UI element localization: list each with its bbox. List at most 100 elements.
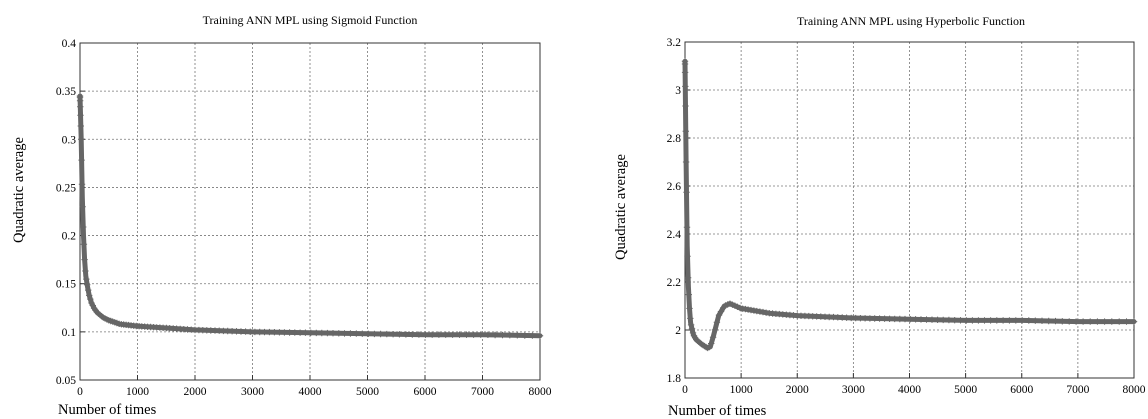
plus-marker (491, 331, 499, 339)
plus-marker (1052, 317, 1059, 325)
x-tick-label: 5000 (954, 384, 977, 396)
y-tick-label: 2.6 (667, 181, 682, 193)
plus-marker (77, 103, 84, 110)
plus-marker (683, 224, 691, 231)
plus-marker (80, 223, 87, 231)
x-tick-label: 3000 (241, 386, 264, 398)
plus-marker (84, 281, 91, 288)
x-tick-label: 0 (682, 384, 688, 396)
plus-marker (499, 331, 506, 339)
plus-marker (514, 332, 521, 339)
plus-marker (409, 331, 416, 338)
plus-marker (951, 317, 958, 324)
y-tick-label: 2.4 (667, 229, 682, 241)
plus-marker (912, 316, 919, 323)
plus-marker (682, 128, 689, 135)
y-tick-label: 2.2 (667, 277, 682, 289)
plus-marker (681, 60, 689, 68)
y-tick-label: 1.8 (667, 373, 682, 385)
series (681, 58, 1138, 352)
x-tick-label: 1000 (126, 386, 149, 398)
plus-marker (1123, 318, 1130, 325)
plus-marker (302, 329, 309, 336)
plus-marker (928, 316, 936, 323)
x-tick-label: 4000 (898, 384, 921, 396)
plus-marker (1066, 318, 1073, 325)
plus-marker (683, 189, 690, 196)
ticks: 0 1000 2000 3000 4000 5000 6000 7000 8000 1.8 2 2.2… (667, 37, 1146, 396)
series-markers (76, 92, 544, 339)
plus-marker (993, 317, 1000, 324)
chart-hyperbolic: Training ANN MPL using Hyperbolic Functi… (613, 14, 1146, 419)
plus-marker (1038, 317, 1046, 324)
x-axis-label: Number of times (58, 402, 157, 418)
y-tick-label: 0.15 (56, 279, 76, 291)
plus-marker (987, 317, 994, 324)
plus-marker (969, 317, 976, 324)
x-tick-label: 0 (77, 386, 83, 398)
x-tick-label: 1000 (730, 384, 753, 396)
plus-marker (708, 340, 715, 347)
y-tick-label: 0.3 (62, 134, 77, 146)
plus-marker (82, 267, 89, 275)
plus-marker (389, 331, 397, 338)
plot-frame (79, 42, 541, 381)
plus-marker (975, 317, 982, 324)
plus-marker (687, 315, 694, 322)
plus-marker (1006, 317, 1013, 324)
plus-marker (1032, 317, 1039, 324)
plus-marker (1108, 318, 1115, 325)
y-tick-label: 3 (675, 85, 681, 97)
plus-marker (717, 308, 725, 315)
y-tick-label: 0.35 (56, 86, 76, 98)
plus-marker (681, 69, 689, 76)
x-tick-label: 2000 (184, 386, 207, 398)
x-tick-label: 6000 (1010, 384, 1033, 396)
plus-marker (1079, 318, 1087, 325)
plus-marker (682, 102, 689, 110)
plus-marker (77, 122, 84, 130)
plus-marker (93, 308, 101, 316)
plus-marker (470, 331, 477, 338)
plus-marker (402, 331, 410, 338)
plus-marker (329, 330, 337, 337)
chart-sigmoid: Training ANN MPL using Sigmoid Function … (11, 13, 552, 418)
x-tick-label: 8000 (1123, 384, 1146, 396)
plus-marker (449, 331, 456, 338)
plus-marker (999, 317, 1007, 324)
plus-marker (963, 317, 970, 324)
plus-marker (684, 274, 692, 281)
plus-marker (536, 332, 544, 339)
plus-marker (981, 317, 988, 324)
plus-marker (957, 317, 964, 324)
plus-marker (1025, 317, 1032, 324)
y-tick-label: 2.8 (667, 133, 682, 145)
plus-marker (682, 158, 690, 166)
plus-marker (506, 332, 513, 339)
plus-marker (689, 329, 697, 337)
plus-marker (86, 292, 93, 299)
plus-marker (78, 156, 85, 164)
plus-marker (713, 319, 721, 326)
plus-marker (96, 311, 104, 319)
plus-marker (307, 329, 314, 336)
plus-marker (77, 112, 84, 119)
chart-title: Training ANN MPL using Sigmoid Function (203, 13, 418, 27)
y-axis-label: Quadratic average (11, 137, 27, 243)
y-axis-label: Quadratic average (613, 154, 629, 260)
plus-marker (80, 241, 88, 248)
plus-marker (456, 331, 463, 338)
plus-marker (383, 330, 390, 338)
plus-marker (79, 203, 86, 210)
plus-marker (422, 331, 429, 338)
plus-marker (78, 136, 85, 143)
x-axis-label: Number of times (668, 403, 767, 419)
plus-marker (940, 316, 947, 324)
x-tick-label: 7000 (1066, 384, 1089, 396)
plus-marker (76, 97, 84, 104)
plus-marker (335, 330, 342, 337)
plus-marker (435, 331, 443, 338)
plus-marker (89, 302, 96, 309)
chart-title: Training ANN MPL using Hyperbolic Functi… (797, 14, 1025, 28)
x-tick-label: 8000 (529, 386, 552, 398)
